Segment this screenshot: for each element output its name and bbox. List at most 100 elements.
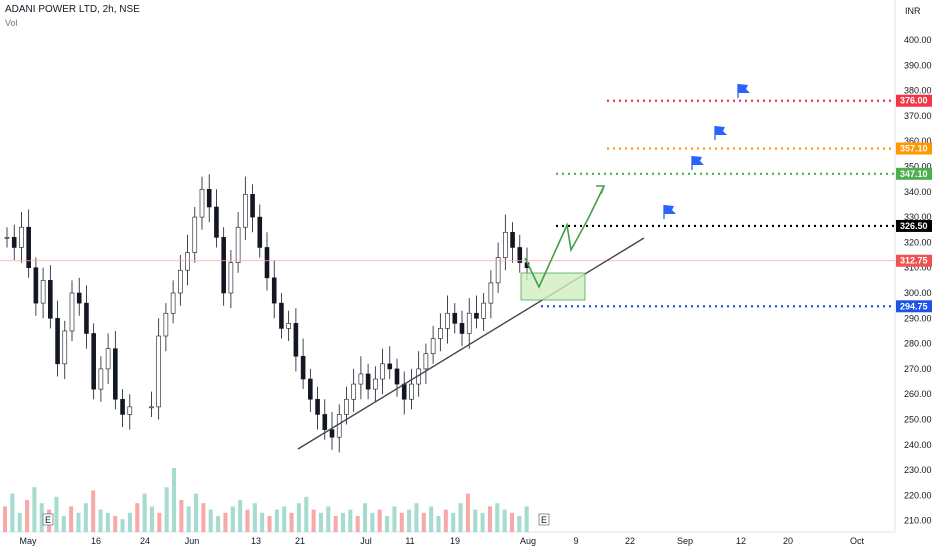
flag-icon bbox=[715, 126, 727, 135]
volume-bar bbox=[370, 512, 375, 532]
candle-body bbox=[409, 383, 414, 400]
candle-body bbox=[127, 406, 133, 415]
level-label: 294.75 bbox=[900, 301, 928, 311]
volume-legend: Vol bbox=[5, 18, 18, 28]
volume-bar bbox=[274, 509, 279, 532]
volume-bar bbox=[157, 512, 162, 532]
candle-body bbox=[19, 226, 24, 248]
volume-bar bbox=[98, 509, 103, 532]
candle-body bbox=[243, 194, 248, 228]
y-tick-label: 310.00 bbox=[904, 263, 932, 273]
volume-bar bbox=[436, 516, 441, 532]
trendline bbox=[297, 237, 645, 450]
candle-body bbox=[48, 280, 53, 319]
volume-bar bbox=[399, 512, 404, 532]
volume-bar bbox=[385, 516, 390, 532]
candle-body bbox=[185, 252, 190, 271]
candle-body bbox=[365, 373, 371, 390]
volume-bar bbox=[120, 519, 125, 532]
event-marker-box bbox=[538, 513, 550, 526]
volume-bar bbox=[61, 516, 66, 532]
volume-bar bbox=[127, 512, 132, 532]
candle-body bbox=[445, 312, 450, 329]
candle-body bbox=[156, 335, 161, 408]
y-tick-label: 370.00 bbox=[904, 111, 932, 121]
candle-body bbox=[178, 269, 183, 294]
volume-bar bbox=[443, 509, 448, 532]
volume-bar bbox=[32, 487, 37, 532]
candle-body bbox=[4, 237, 10, 239]
candle-body bbox=[149, 406, 154, 409]
volume-bar bbox=[39, 503, 44, 532]
projection-path bbox=[524, 185, 605, 289]
y-tick-label: 290.00 bbox=[904, 313, 932, 323]
level-badge bbox=[896, 167, 932, 180]
candle-body bbox=[98, 368, 104, 390]
candle-body bbox=[113, 348, 118, 400]
volume-bar bbox=[25, 500, 30, 532]
volume-bar bbox=[179, 500, 184, 532]
candle-body bbox=[206, 188, 212, 208]
candle-body bbox=[40, 280, 46, 304]
x-tick-label: 20 bbox=[783, 536, 793, 546]
volume-bar bbox=[260, 512, 265, 532]
y-tick-label: 270.00 bbox=[904, 364, 932, 374]
volume-bar bbox=[252, 503, 257, 532]
candle-body bbox=[264, 247, 270, 279]
volume-bar bbox=[421, 512, 426, 532]
x-tick-label: 12 bbox=[736, 536, 746, 546]
x-tick-label: 21 bbox=[295, 536, 305, 546]
y-tick-label: 340.00 bbox=[904, 187, 932, 197]
candle-body bbox=[358, 373, 364, 385]
candle-body bbox=[315, 398, 320, 415]
candle-body bbox=[221, 237, 226, 294]
last-price-label: 312.75 bbox=[900, 256, 928, 266]
y-tick-label: 320.00 bbox=[904, 237, 932, 247]
y-tick-label: 350.00 bbox=[904, 162, 932, 172]
volume-bar bbox=[69, 506, 74, 532]
flag-icon bbox=[738, 84, 750, 93]
candle-body bbox=[394, 368, 400, 385]
x-tick-label: 24 bbox=[140, 536, 150, 546]
volume-bar bbox=[524, 506, 529, 532]
candle-body bbox=[322, 414, 328, 430]
volume-bar bbox=[245, 509, 250, 532]
volume-bar bbox=[502, 509, 507, 532]
y-tick-label: 230.00 bbox=[904, 465, 932, 475]
x-tick-label: 19 bbox=[450, 536, 460, 546]
volume-bar bbox=[91, 490, 96, 532]
volume-bar bbox=[113, 516, 118, 532]
volume-bar bbox=[407, 509, 412, 532]
volume-bar bbox=[194, 493, 199, 532]
candle-body bbox=[293, 323, 299, 357]
volume-bar bbox=[142, 493, 147, 532]
volume-bar bbox=[135, 503, 140, 532]
symbol-title[interactable]: ADANI POWER LTD, 2h, NSE bbox=[5, 4, 140, 15]
x-tick-label: 13 bbox=[251, 536, 261, 546]
volume-bar bbox=[318, 512, 323, 532]
volume-bar bbox=[451, 512, 456, 532]
candle-body bbox=[199, 188, 205, 218]
volume-bar bbox=[304, 496, 309, 532]
level-label: 376.00 bbox=[900, 96, 928, 106]
candle-body bbox=[120, 398, 125, 415]
y-tick-label: 280.00 bbox=[904, 339, 932, 349]
candle-body bbox=[55, 317, 60, 365]
y-tick-label: 300.00 bbox=[904, 288, 932, 298]
event-marker-label: E bbox=[541, 515, 547, 525]
volume-bar bbox=[377, 509, 382, 532]
candle-body bbox=[401, 383, 407, 400]
volume-bar bbox=[465, 493, 470, 532]
volume-bar bbox=[392, 506, 397, 532]
volume-bar bbox=[230, 506, 235, 532]
candle-body bbox=[466, 312, 472, 334]
candle-body bbox=[300, 355, 306, 380]
volume-bar bbox=[509, 512, 514, 532]
level-label: 347.10 bbox=[900, 169, 928, 179]
candle-body bbox=[517, 247, 523, 263]
volume-bar bbox=[480, 512, 485, 532]
x-tick-label: May bbox=[19, 536, 37, 546]
volume-bar bbox=[348, 509, 353, 532]
volume-bar bbox=[149, 506, 154, 532]
